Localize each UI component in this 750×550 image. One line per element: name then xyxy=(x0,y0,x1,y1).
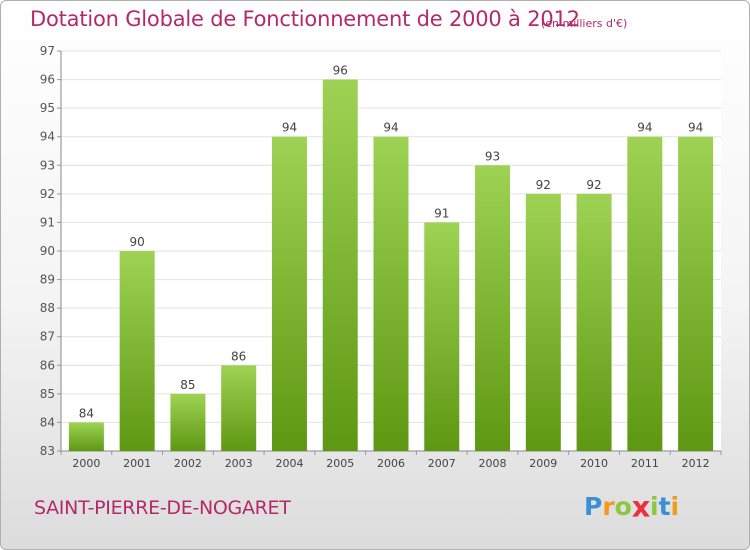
x-tick-label: 2011 xyxy=(631,457,659,470)
proxiti-logo: Proxiti xyxy=(584,489,680,524)
chart-subtitle: (en milliers d'€) xyxy=(541,17,628,30)
data-label: 93 xyxy=(485,149,500,163)
x-tick-label: 2008 xyxy=(479,457,507,470)
y-tick-label: 93 xyxy=(40,158,55,172)
chart-title: Dotation Globale de Fonctionnement de 20… xyxy=(30,7,580,31)
y-tick-label: 84 xyxy=(40,415,55,429)
logo-letter: r xyxy=(602,492,615,521)
data-label: 92 xyxy=(536,178,551,192)
bar-2000 xyxy=(68,422,104,451)
logo-letter: i xyxy=(650,492,659,521)
x-tick-label: 2010 xyxy=(580,457,608,470)
y-tick-label: 88 xyxy=(40,301,55,315)
data-label: 90 xyxy=(130,235,145,249)
y-tick-label: 95 xyxy=(40,101,55,115)
x-tick-label: 2002 xyxy=(174,457,202,470)
x-tick-label: 2009 xyxy=(529,457,557,470)
logo-letter: P xyxy=(584,492,603,521)
y-tick-label: 83 xyxy=(40,444,55,458)
data-label: 94 xyxy=(282,121,297,135)
data-label: 96 xyxy=(333,64,348,78)
y-tick-label: 86 xyxy=(40,358,55,372)
y-tick-label: 96 xyxy=(40,73,55,87)
bar-2004 xyxy=(271,136,307,451)
y-tick-label: 94 xyxy=(40,130,55,144)
logo-letter: x xyxy=(631,489,651,524)
y-tick-label: 89 xyxy=(40,273,55,287)
x-tick-label: 2012 xyxy=(682,457,710,470)
bars xyxy=(68,79,714,452)
x-tick-label: 2000 xyxy=(72,457,100,470)
bar-2002 xyxy=(170,393,206,451)
y-tick-label: 97 xyxy=(40,44,55,58)
data-label: 84 xyxy=(79,406,94,420)
y-tick-label: 92 xyxy=(40,187,55,201)
y-tick-label: 87 xyxy=(40,330,55,344)
bar-2009 xyxy=(525,193,561,451)
data-label: 86 xyxy=(231,349,246,363)
logo-letter: o xyxy=(614,492,632,521)
bar-2011 xyxy=(627,136,663,451)
y-tick-label: 90 xyxy=(40,244,55,258)
x-tick-label: 2003 xyxy=(225,457,253,470)
data-label: 85 xyxy=(180,378,195,392)
bar-2006 xyxy=(373,136,409,451)
commune-name: SAINT-PIERRE-DE-NOGARET xyxy=(34,497,291,519)
bar-2005 xyxy=(322,79,358,452)
data-label: 92 xyxy=(586,178,601,192)
x-tick-label: 2004 xyxy=(275,457,303,470)
bar-2012 xyxy=(678,136,714,451)
bar-2010 xyxy=(576,193,612,451)
logo-letter: t xyxy=(658,492,671,521)
data-label: 94 xyxy=(637,121,652,135)
bar-2008 xyxy=(475,165,511,452)
bar-2003 xyxy=(221,365,257,451)
x-tick-label: 2001 xyxy=(123,457,151,470)
data-label: 94 xyxy=(688,121,703,135)
bar-2007 xyxy=(424,222,460,451)
labels: 83 84 85 86 87 88 89 90 91 92 93 94 95 96 97 84 2000 90 20… xyxy=(40,44,710,470)
x-tick-label: 2007 xyxy=(428,457,456,470)
data-label: 91 xyxy=(434,206,449,220)
x-tick-label: 2006 xyxy=(377,457,405,470)
bar-2001 xyxy=(119,251,155,451)
x-tick-label: 2005 xyxy=(326,457,354,470)
y-tick-label: 85 xyxy=(40,387,55,401)
logo-letter: i xyxy=(670,492,680,521)
data-label: 94 xyxy=(383,121,398,135)
y-tick-label: 91 xyxy=(40,215,55,229)
